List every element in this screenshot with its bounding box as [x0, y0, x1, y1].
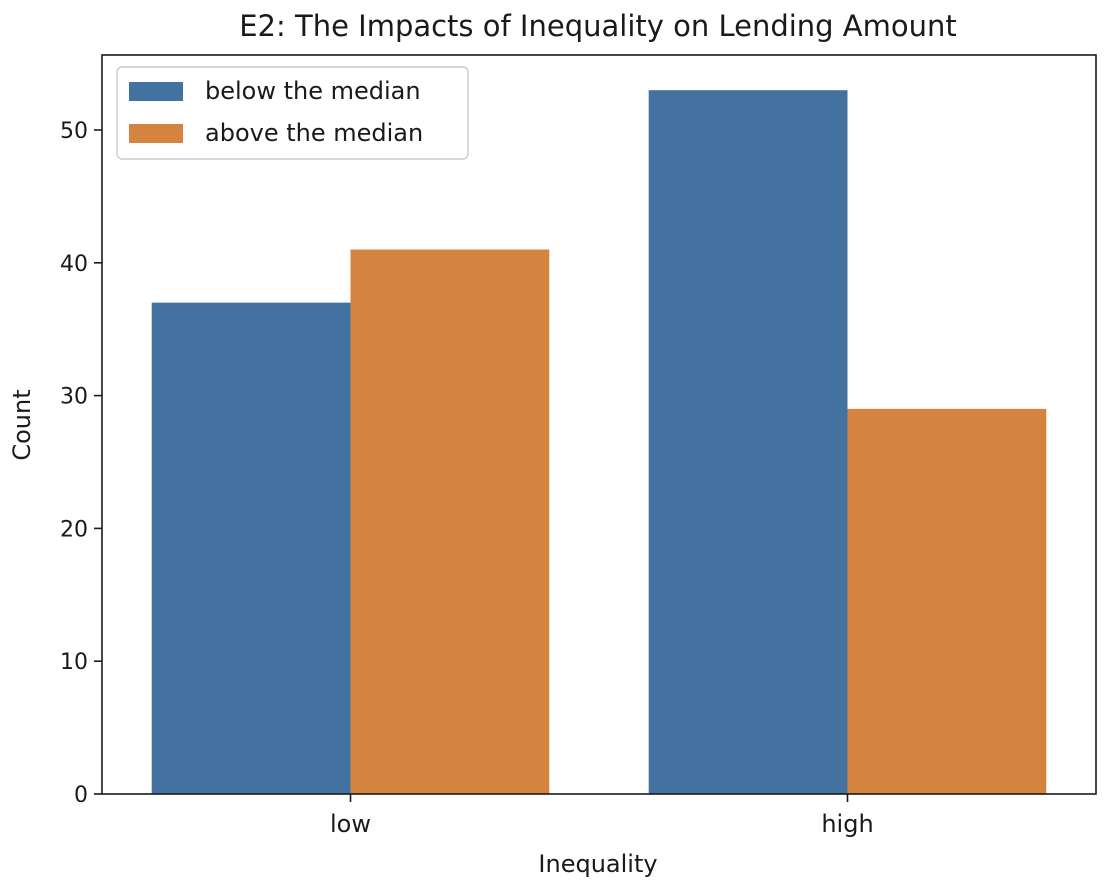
plot-frame — [101, 54, 1097, 795]
y-axis-label: Count — [8, 389, 36, 460]
chart-title: E2: The Impacts of Inequality on Lending… — [239, 9, 957, 43]
y-tick-label: 20 — [60, 517, 88, 542]
bar-low-above-the-median — [350, 249, 550, 794]
x-axis: low high — [330, 794, 874, 838]
bar-high-below-the-median — [648, 90, 848, 794]
y-tick-label: 40 — [60, 252, 88, 277]
legend: below the median above the median — [116, 66, 469, 160]
x-axis-label: Inequality — [538, 850, 657, 878]
x-tick-label: low — [330, 810, 371, 838]
legend-swatch — [129, 82, 183, 101]
y-axis: 0 10 20 30 40 50 — [60, 119, 102, 808]
y-tick-label: 30 — [60, 385, 88, 410]
y-tick-label: 10 — [60, 650, 88, 675]
x-tick-label: high — [821, 810, 873, 838]
y-tick-label: 0 — [74, 783, 88, 808]
legend-label: below the median — [205, 77, 421, 105]
bar-high-above-the-median — [847, 408, 1047, 794]
bars-group — [151, 90, 1047, 794]
legend-swatch — [129, 124, 183, 143]
y-tick-label: 50 — [60, 119, 88, 144]
legend-box — [116, 66, 469, 160]
legend-label: above the median — [205, 119, 423, 147]
bar-low-below-the-median — [151, 302, 351, 794]
